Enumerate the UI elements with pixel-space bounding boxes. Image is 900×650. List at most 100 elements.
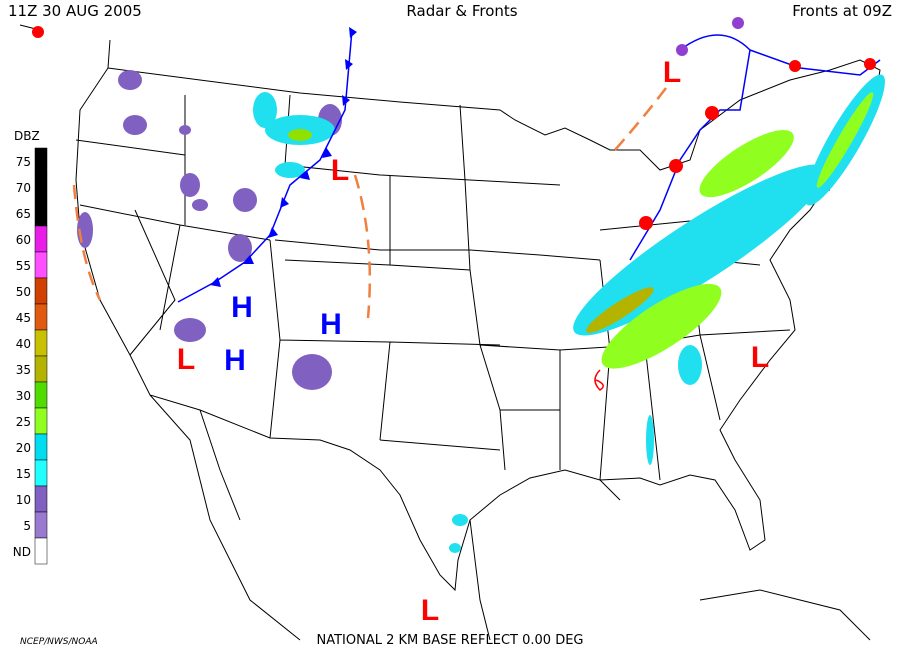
- dbz-legend: 75 70 65 60 55 50 45 40 35 30 25 20 15 10 5 ND: [13, 147, 48, 565]
- fronts-part: [210, 27, 357, 287]
- legend-label: 35: [16, 363, 31, 377]
- pressure-center: L: [663, 56, 681, 89]
- legend-label: 60: [16, 233, 31, 247]
- fronts-part-part: [705, 106, 719, 120]
- header-center: Radar & Fronts: [406, 2, 517, 20]
- legend-label: 70: [16, 181, 31, 195]
- header-right: Fronts at 09Z: [792, 2, 892, 20]
- pressure-center: L: [177, 343, 195, 376]
- radar-echoes-part-part: [586, 287, 654, 333]
- legend-label: 15: [16, 467, 31, 481]
- fronts-part-part: [210, 277, 221, 287]
- radar-echoes-part: [646, 345, 702, 465]
- legend-swatch: [34, 459, 48, 487]
- radar-echoes-part-part: [118, 70, 142, 90]
- fronts: [32, 17, 881, 391]
- fronts-part-part: [342, 95, 350, 106]
- radar-echoes-part-part: [228, 234, 252, 262]
- footer-center: NATIONAL 2 KM BASE REFLECT 0.00 DEG: [316, 633, 583, 648]
- fronts-part-part: [789, 60, 801, 72]
- legend-swatch: [34, 251, 48, 279]
- pressure-center: H: [231, 291, 253, 324]
- radar-echoes-part-part: [601, 283, 722, 369]
- fronts-part-part: [280, 197, 289, 208]
- fronts-part-part: [614, 79, 674, 151]
- map-outlines-part: [19, 24, 871, 641]
- radar-echoes-part-part: [192, 199, 208, 211]
- radar-echoes-part: [586, 287, 654, 333]
- pressure-center: H: [320, 308, 342, 341]
- legend-label: 40: [16, 337, 31, 351]
- pressure-center: L: [421, 594, 439, 627]
- fronts-part-part: [639, 216, 653, 230]
- pressure-center: L: [751, 341, 769, 374]
- map-outlines-part: [75, 59, 881, 592]
- radar-echoes-part: [816, 92, 874, 188]
- fronts-part-part: [669, 159, 683, 173]
- fronts-part: [32, 26, 876, 230]
- legend-label: 75: [16, 155, 31, 169]
- radar-echoes-part-part: [449, 543, 461, 553]
- fronts-part-part: [300, 170, 310, 180]
- radar-echoes-part-part: [816, 92, 874, 188]
- legend-swatch: [34, 537, 48, 565]
- fronts-part-part: [349, 27, 357, 38]
- legend-label: 25: [16, 415, 31, 429]
- legend-label: 5: [23, 519, 31, 533]
- fronts-part: [177, 29, 353, 303]
- pressure-center: H: [224, 344, 246, 377]
- radar-echoes-part: [601, 130, 794, 369]
- radar-echoes-part-part: [699, 130, 794, 198]
- legend-swatch: [34, 407, 48, 435]
- fronts-part-part: [353, 174, 372, 319]
- legend-label: ND: [13, 545, 31, 559]
- radar-echoes-part-part: [452, 514, 468, 526]
- radar-echoes-part-part: [179, 125, 191, 135]
- legend-swatch: [34, 303, 48, 331]
- legend-title: DBZ: [14, 129, 40, 143]
- legend-swatch: [34, 355, 48, 383]
- radar-echoes-part-part: [275, 162, 305, 178]
- radar-echoes: [77, 70, 885, 553]
- radar-echoes-part-part: [180, 173, 200, 197]
- legend-swatch: [34, 277, 48, 305]
- radar-echoes-part-part: [646, 415, 654, 465]
- legend-label: 50: [16, 285, 31, 299]
- legend-label: 20: [16, 441, 31, 455]
- legend-label: 30: [16, 389, 31, 403]
- footer-left: NCEP/NWS/NOAA: [20, 637, 98, 647]
- fronts-part-part: [242, 255, 254, 264]
- radar-echoes-part-part: [174, 318, 206, 342]
- legend-swatch: [34, 225, 48, 253]
- legend-swatch: [34, 199, 48, 227]
- fronts-part: [72, 79, 674, 319]
- fronts-part-part: [268, 227, 278, 238]
- legend-swatch: [34, 329, 48, 357]
- fronts-part-part: [32, 26, 44, 38]
- radar-echoes-part-part: [123, 115, 147, 135]
- fronts-part: [594, 369, 604, 391]
- radar-echoes-part: [288, 129, 312, 141]
- header-left: 11Z 30 AUG 2005: [8, 2, 142, 20]
- fronts-part-part: [72, 184, 102, 301]
- radar-echoes-part-part: [233, 188, 257, 212]
- radar-echoes-part-part: [253, 92, 277, 128]
- fronts-part: [629, 34, 751, 261]
- legend-label: 65: [16, 207, 31, 221]
- fronts-part-part: [676, 44, 688, 56]
- pressure-center: L: [331, 154, 349, 187]
- legend-label: 45: [16, 311, 31, 325]
- map-outlines: [19, 24, 881, 641]
- legend-swatch: [34, 485, 48, 513]
- legend-swatch: [34, 433, 48, 461]
- legend-swatch: [34, 511, 48, 539]
- fronts-part-part: [345, 59, 353, 70]
- fronts-part-part: [322, 147, 332, 158]
- legend-swatch: [34, 173, 48, 201]
- fronts-part: [676, 17, 744, 56]
- legend-swatch: [34, 381, 48, 409]
- legend-swatch: [34, 147, 48, 175]
- radar-echoes-part-part: [288, 129, 312, 141]
